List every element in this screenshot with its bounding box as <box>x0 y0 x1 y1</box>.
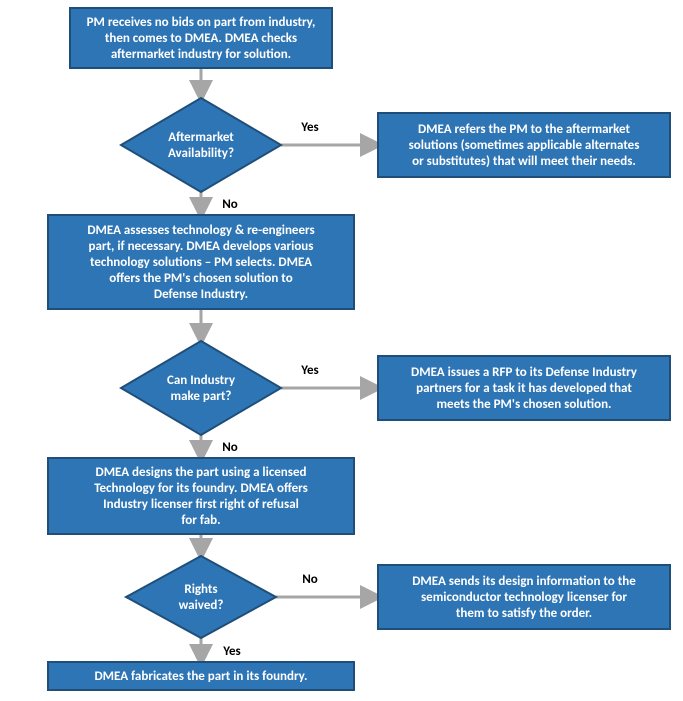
node-d1: AftermarketAvailability? <box>121 98 281 192</box>
node-r1-line1: solutions (sometimes applicable alternat… <box>409 138 640 153</box>
edge-label-d3-r3: No <box>302 572 318 587</box>
node-r2-line0: DMEA issues a RFP to its Defense Industr… <box>411 365 638 380</box>
node-end-line0: DMEA fabricates the part in its foundry. <box>94 669 307 684</box>
node-d3-line1: waived? <box>179 598 224 613</box>
node-p1: DMEA assesses technology & re-engineersp… <box>48 215 354 309</box>
node-p1-line0: DMEA assesses technology & re-engineers <box>87 223 314 238</box>
edge-label-d3-end: Yes <box>222 644 240 659</box>
node-end: DMEA fabricates the part in its foundry. <box>48 662 354 690</box>
node-r3: DMEA sends its design information to the… <box>378 565 670 629</box>
node-r2-line1: partners for a task it has developed tha… <box>416 381 632 396</box>
node-p1-line1: part, if necessary. DMEA develops variou… <box>89 239 314 254</box>
node-r1: DMEA refers the PM to the aftermarketsol… <box>378 113 670 177</box>
node-p1-line4: Defense Industry. <box>154 287 248 302</box>
node-d2-line1: make part? <box>171 389 232 404</box>
node-p2-line2: Industry licenser first right of refusal <box>103 497 299 512</box>
node-r2: DMEA issues a RFP to its Defense Industr… <box>378 356 670 420</box>
node-start: PM receives no bids on part from industr… <box>70 8 332 68</box>
node-d3: Rightswaived? <box>126 556 276 638</box>
edge-label-d2-p2: No <box>222 440 238 455</box>
node-d2: Can Industrymake part? <box>121 341 281 435</box>
node-d1-line1: Availability? <box>168 146 234 161</box>
node-r3-line0: DMEA sends its design information to the <box>412 574 636 589</box>
edge-label-d1-r1: Yes <box>300 120 318 135</box>
edge-label-d1-p1: No <box>222 197 238 212</box>
node-p2-line1: Technology for its foundry. DMEA offers <box>94 481 308 496</box>
node-d3-line0: Rights <box>184 582 217 597</box>
node-r3-line2: them to satisfy the order. <box>456 606 592 621</box>
flowchart-canvas: Yes No Yes No No Yes PM receives no bids on pa… <box>0 0 683 701</box>
node-p1-line3: offers the PM's chosen solution to <box>109 271 292 286</box>
node-start-line0: PM receives no bids on part from industr… <box>87 15 316 30</box>
node-start-line2: aftermarket industry for solution. <box>111 47 291 62</box>
node-r2-line2: meets the PM's chosen solution. <box>436 397 611 412</box>
node-d2-line0: Can Industry <box>167 373 236 388</box>
node-r3-line1: semiconductor technology licenser for <box>421 590 627 605</box>
node-r1-line0: DMEA refers the PM to the aftermarket <box>418 122 631 137</box>
node-p2: DMEA designs the part using a licensedTe… <box>48 458 354 534</box>
node-p1-line2: technology solutions – PM selects. DMEA <box>90 255 312 270</box>
edge-label-d2-r2: Yes <box>300 363 318 378</box>
node-d1-line0: Aftermarket <box>168 130 234 145</box>
node-r1-line2: or substitutes) that will meet their nee… <box>412 154 636 169</box>
node-start-line1: then comes to DMEA. DMEA checks <box>105 31 297 46</box>
node-p2-line3: for fab. <box>181 513 220 528</box>
node-p2-line0: DMEA designs the part using a licensed <box>96 465 307 480</box>
